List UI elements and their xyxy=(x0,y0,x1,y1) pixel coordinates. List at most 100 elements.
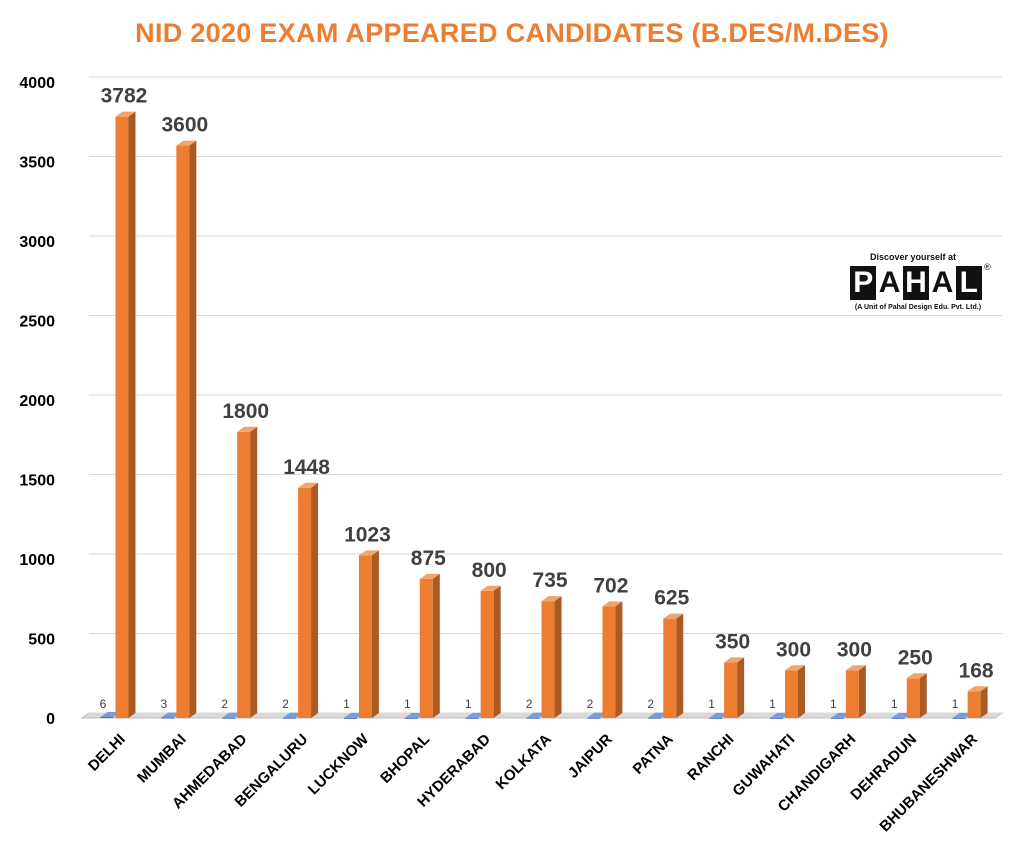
bar-orange-side xyxy=(980,686,988,718)
bar-orange-side xyxy=(615,601,623,718)
logo-letter: P xyxy=(850,266,877,300)
bar-orange xyxy=(298,487,312,718)
bar-orange xyxy=(967,691,981,718)
bar-orange-top xyxy=(785,665,806,671)
bar-orange-top xyxy=(845,665,866,671)
bar-blue xyxy=(587,717,601,719)
bar-orange-top xyxy=(724,657,745,663)
data-label-blue: 1 xyxy=(708,697,715,711)
bar-orange-side xyxy=(311,482,319,718)
bar-orange-top xyxy=(906,673,927,679)
bar-blue xyxy=(952,717,966,719)
bar-orange-top xyxy=(967,686,988,692)
pahal-logo: Discover yourself at P A H A L ® (A Unit… xyxy=(838,250,998,320)
bar-orange-side xyxy=(737,657,745,718)
bar-orange xyxy=(358,555,372,718)
logo-letter: A xyxy=(929,266,956,300)
data-label-orange: 625 xyxy=(654,587,689,610)
y-tick-label: 3000 xyxy=(19,234,55,251)
bar-orange-side xyxy=(858,665,866,718)
data-label-orange: 168 xyxy=(959,659,994,682)
bar-orange xyxy=(237,431,251,718)
bar-blue xyxy=(222,717,236,719)
logo-subtitle: (A Unit of Pahal Design Edu. Pvt. Ltd.) xyxy=(854,304,982,311)
bar-orange xyxy=(176,145,190,719)
x-tick-label: DELHI xyxy=(85,731,129,775)
bar-orange-side xyxy=(432,573,440,718)
bar-orange xyxy=(785,670,799,718)
chart-title: NID 2020 EXAM APPEARED CANDIDATES (B.DES… xyxy=(135,18,889,48)
bar-orange xyxy=(115,116,129,719)
x-tick-label: MUMBAI xyxy=(134,731,190,787)
data-label-blue: 2 xyxy=(587,697,594,711)
bar-blue xyxy=(161,717,175,719)
y-tick-label: 2500 xyxy=(19,314,55,331)
data-label-orange: 350 xyxy=(715,630,750,653)
data-label-blue: 2 xyxy=(526,697,533,711)
bar-orange xyxy=(663,618,677,718)
data-label-orange: 735 xyxy=(533,569,568,592)
bar-orange-side xyxy=(554,596,562,718)
data-label-blue: 2 xyxy=(282,697,289,711)
bar-blue xyxy=(648,717,662,719)
data-label-orange: 1448 xyxy=(283,456,330,479)
bar-orange-side xyxy=(676,613,684,718)
data-label-blue: 6 xyxy=(100,697,107,711)
data-label-orange: 3782 xyxy=(101,85,148,108)
x-tick-label: KOLKATA xyxy=(493,731,555,793)
y-tick-label: 2000 xyxy=(19,393,55,410)
bar-orange-side xyxy=(798,665,806,718)
y-tick-label: 500 xyxy=(28,632,55,649)
bar-orange-top xyxy=(237,426,258,432)
data-label-orange: 1023 xyxy=(344,523,391,546)
bar-orange xyxy=(480,590,494,718)
y-tick-label: 0 xyxy=(46,711,55,728)
bar-blue xyxy=(709,717,723,719)
data-label-orange: 875 xyxy=(411,547,446,570)
bar-orange-top xyxy=(298,482,319,488)
bar-blue xyxy=(404,717,418,719)
bar-blue xyxy=(100,717,114,719)
bar-orange-top xyxy=(480,585,501,591)
data-label-blue: 2 xyxy=(647,697,654,711)
bar-blue xyxy=(343,717,357,719)
y-tick-label: 4000 xyxy=(19,75,55,92)
bar-orange-side xyxy=(128,111,136,719)
data-label-orange: 1800 xyxy=(222,400,269,423)
data-label-blue: 2 xyxy=(221,697,228,711)
x-tick-label: RANCHI xyxy=(684,731,737,784)
bar-orange-side xyxy=(493,585,501,718)
bar-orange-side xyxy=(250,426,258,718)
logo-wordmark: P A H A L xyxy=(850,266,983,300)
bar-orange xyxy=(419,578,433,718)
y-tick-label: 3500 xyxy=(19,155,55,172)
data-label-orange: 300 xyxy=(776,638,811,661)
bar-orange-top xyxy=(602,601,623,607)
logo-tagline: Discover yourself at xyxy=(869,252,957,262)
bar-orange-top xyxy=(176,140,197,146)
data-label-blue: 1 xyxy=(404,697,411,711)
data-label-blue: 3 xyxy=(160,697,167,711)
bar-orange xyxy=(541,601,555,718)
data-label-blue: 1 xyxy=(830,697,837,711)
data-label-blue: 1 xyxy=(465,697,472,711)
bar-orange-side xyxy=(371,550,379,718)
data-label-orange: 300 xyxy=(837,638,872,661)
bar-blue xyxy=(283,717,297,719)
registered-mark: ® xyxy=(984,262,991,272)
bar-blue xyxy=(526,717,540,719)
data-label-blue: 1 xyxy=(343,697,350,711)
bar-orange-top xyxy=(541,596,562,602)
data-label-orange: 250 xyxy=(898,646,933,669)
bar-blue xyxy=(770,717,784,719)
bar-orange xyxy=(845,670,859,718)
data-label-blue: 1 xyxy=(952,697,959,711)
bar-orange xyxy=(602,606,616,718)
x-tick-label: LUCKNOW xyxy=(305,730,373,798)
bar-orange-side xyxy=(919,673,927,718)
bar-orange-top xyxy=(358,550,379,556)
data-label-orange: 702 xyxy=(593,574,628,597)
data-label-orange: 800 xyxy=(472,559,507,582)
bar-orange xyxy=(724,662,738,718)
